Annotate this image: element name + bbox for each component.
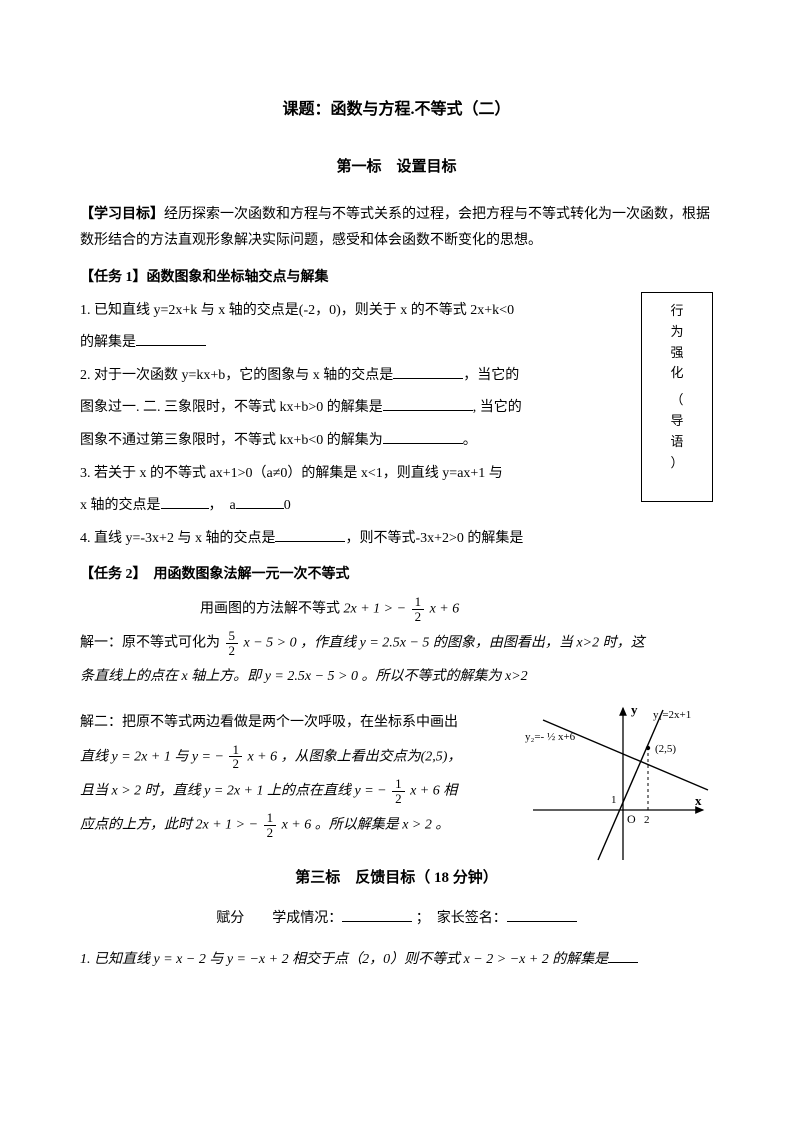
t2-sol2b-line: 直线 y = 2x + 1 与 y = − 12 x + 6 ，从图象上看出交点… bbox=[80, 743, 490, 771]
graph-svg: 1 2 y x O y₁=2x+1 y₂=- ½ x+6 (2,5) bbox=[513, 700, 713, 870]
t2-sol1-line2: 条直线上的点在 x 轴上方。即 y = 2.5x − 5 > 0 。所以不等式的… bbox=[80, 664, 713, 691]
task2-head: 【任务 2】 用函数图象法解一元一次不等式 bbox=[80, 562, 713, 589]
graph-line2-label: y₂=- ½ x+6 bbox=[525, 731, 576, 743]
t1-q4b: ，则不等式-3x+2>0 的解集是 bbox=[345, 531, 523, 546]
graph-x-label: x bbox=[695, 793, 702, 808]
blank-5[interactable] bbox=[161, 494, 209, 509]
frac-1-2-b: 12 bbox=[229, 743, 242, 771]
t2-sol2c-line: 且当 x > 2 时，直线 y = 2x + 1 上的点在直线 y = − 12… bbox=[80, 777, 490, 805]
frac-1-2-d: 12 bbox=[264, 811, 277, 839]
sidebar-l3: 强 bbox=[648, 343, 706, 364]
graph-point-label: (2,5) bbox=[655, 743, 676, 755]
t2-draw-prefix: 用画图的方法解不等式 bbox=[200, 601, 340, 616]
final-q-line: 1. 已知直线 y = x − 2 与 y = −x + 2 相交于点（2，0）… bbox=[80, 947, 713, 974]
t2-draw-line: 用画图的方法解不等式 2x + 1 > − 12 x + 6 bbox=[80, 595, 713, 623]
blank-7[interactable] bbox=[275, 527, 345, 542]
t2-sol1-line1: 解一：原不等式可化为 52 x − 5 > 0 ，作直线 y = 2.5x − … bbox=[80, 629, 713, 657]
t1-q3c: ， a bbox=[209, 498, 236, 513]
t1-q2c: 图象过一. 二. 三象限时，不等式 kx+b>0 的解集是 bbox=[80, 400, 383, 415]
final-q-pre: 1. 已知直线 y = x − 2 与 y = −x + 2 相交于点（2，0）… bbox=[80, 952, 608, 967]
t1-q2d: , 当它的 bbox=[473, 400, 522, 415]
sidebar-l8: ） bbox=[648, 453, 706, 474]
blank-4[interactable] bbox=[383, 429, 463, 444]
fb-sep: ； bbox=[416, 911, 430, 926]
t1-q2e: 图象不通过第三象限时，不等式 kx+b<0 的解集为 bbox=[80, 433, 383, 448]
frac-5-2: 52 bbox=[226, 629, 239, 657]
objective-label: 【学习目标】 bbox=[80, 207, 164, 222]
t2-ineq-l: 2x + 1 > − bbox=[344, 601, 407, 616]
frac-1-2-a: 12 bbox=[412, 595, 425, 623]
t1-q2-line2: 图象过一. 二. 三象限时，不等式 kx+b>0 的解集是 , 当它的 bbox=[80, 395, 570, 422]
feedback-line: 赋分 学成情况： ； 家长签名： bbox=[80, 906, 713, 933]
objective-text: 经历探索一次函数和方程与不等式关系的过程，会把方程与不等式转化为一次函数，根据数… bbox=[80, 207, 710, 249]
sidebar-l6: 导 bbox=[648, 411, 706, 432]
t2-sol2d-post: x + 6 。所以解集是 x > 2 。 bbox=[282, 818, 450, 833]
fb-jz: 家长签名： bbox=[437, 911, 507, 926]
blank-final[interactable] bbox=[608, 948, 638, 963]
graph-line1-label: y₁=2x+1 bbox=[653, 709, 691, 721]
sidebar-l4: 化 bbox=[648, 363, 706, 384]
t2-sol1a: 解一：原不等式可化为 bbox=[80, 636, 220, 651]
t1-q2b: ，当它的 bbox=[463, 368, 519, 383]
sidebar-l5: （ bbox=[648, 390, 706, 411]
frac-1-2-c: 12 bbox=[392, 777, 405, 805]
task1-head: 【任务 1】函数图象和坐标轴交点与解集 bbox=[80, 265, 713, 292]
sidebar-box: 行 为 强 化 （ 导 语 ） bbox=[641, 292, 713, 502]
t2-ineq-r: x + 6 bbox=[430, 601, 460, 616]
fb-xc: 学成情况： bbox=[272, 911, 342, 926]
t2-sol1b: x − 5 > 0 ，作直线 y = 2.5x − 5 的图象，由图看出，当 x… bbox=[244, 636, 645, 651]
t1-q4-line: 4. 直线 y=-3x+2 与 x 轴的交点是 ，则不等式-3x+2>0 的解集是 bbox=[80, 526, 570, 553]
graph-tick2: 2 bbox=[644, 814, 650, 826]
graph-y-label: y bbox=[631, 702, 638, 717]
page-title: 课题：函数与方程.不等式（二） bbox=[80, 95, 713, 125]
t2-sol2d-line: 应点的上方，此时 2x + 1 > − 12 x + 6 。所以解集是 x > … bbox=[80, 811, 490, 839]
sidebar-l2: 为 bbox=[648, 322, 706, 343]
t2-sol2c-post: x + 6 相 bbox=[410, 783, 457, 798]
t1-q3a: 3. 若关于 x 的不等式 ax+1>0（a≠0）的解集是 x<1，则直线 y=… bbox=[80, 461, 570, 488]
blank-3[interactable] bbox=[383, 396, 473, 411]
section1-head: 第一标 设置目标 bbox=[80, 153, 713, 182]
t1-q2a: 2. 对于一次函数 y=kx+b，它的图象与 x 轴的交点是 bbox=[80, 368, 393, 383]
graph-origin: O bbox=[627, 812, 636, 826]
t1-q3-line2: x 轴的交点是 ， a 0 bbox=[80, 493, 570, 520]
blank-fb2[interactable] bbox=[507, 907, 577, 922]
graph-tick1: 1 bbox=[611, 794, 617, 806]
t2-sol2d-pre: 应点的上方，此时 2x + 1 > − bbox=[80, 818, 258, 833]
t2-sol2b-pre: 直线 y = 2x + 1 与 y = − bbox=[80, 749, 224, 764]
sidebar-l1: 行 bbox=[648, 301, 706, 322]
sidebar-l7: 语 bbox=[648, 432, 706, 453]
t1-q4a: 4. 直线 y=-3x+2 与 x 轴的交点是 bbox=[80, 531, 275, 546]
blank-6[interactable] bbox=[236, 494, 284, 509]
t2-sol2b-post: x + 6 ，从图象上看出交点为(2,5)， bbox=[247, 749, 461, 764]
t2-sol1c: 条直线上的点在 x 轴上方。即 y = 2.5x − 5 > 0 。所以不等式的… bbox=[80, 669, 528, 684]
t1-q2-line1: 2. 对于一次函数 y=kx+b，它的图象与 x 轴的交点是 ，当它的 bbox=[80, 363, 570, 390]
t2-sol2a: 解二：把原不等式两边看做是两个一次呼吸，在坐标系中画出 bbox=[80, 710, 490, 737]
t1-q1b-line: 的解集是 bbox=[80, 330, 570, 357]
t1-q3d: 0 bbox=[284, 498, 291, 513]
blank-1[interactable] bbox=[136, 331, 206, 346]
t1-q1a: 1. 已知直线 y=2x+k 与 x 轴的交点是(-2，0)，则关于 x 的不等… bbox=[80, 298, 570, 325]
objective-para: 【学习目标】经历探索一次函数和方程与不等式关系的过程，会把方程与不等式转化为一次… bbox=[80, 202, 713, 255]
blank-fb1[interactable] bbox=[342, 907, 412, 922]
t1-q3b: x 轴的交点是 bbox=[80, 498, 161, 513]
t1-q1b: 的解集是 bbox=[80, 335, 136, 350]
t1-q2-line3: 图象不通过第三象限时，不等式 kx+b<0 的解集为 。 bbox=[80, 428, 570, 455]
fb-fu: 赋分 bbox=[216, 911, 244, 926]
t1-q2f: 。 bbox=[463, 433, 477, 448]
t2-sol2c-pre: 且当 x > 2 时，直线 y = 2x + 1 上的点在直线 y = − bbox=[80, 783, 387, 798]
blank-2[interactable] bbox=[393, 364, 463, 379]
